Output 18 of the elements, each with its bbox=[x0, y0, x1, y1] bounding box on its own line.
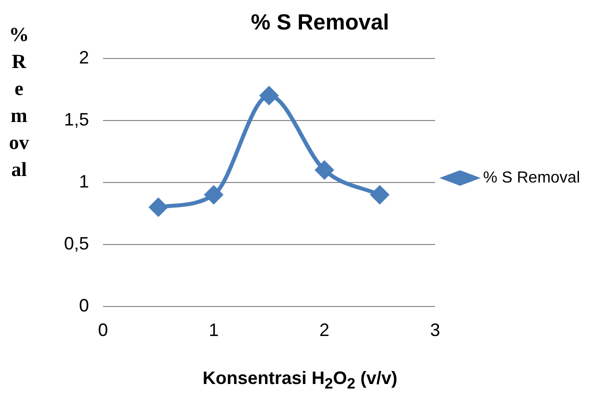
x-tick-label: 0 bbox=[98, 320, 108, 340]
point bbox=[204, 186, 223, 204]
point bbox=[260, 86, 278, 105]
chart-title: % S Removal bbox=[250, 9, 390, 34]
y-tick-label: 1 bbox=[79, 171, 90, 192]
x-tick-label: 3 bbox=[430, 320, 440, 340]
y-tick-label: 1,5 bbox=[64, 109, 90, 130]
y-tick-label: 0 bbox=[79, 295, 90, 316]
y-tick-label: 0,5 bbox=[64, 233, 90, 254]
y-tick-label: 2 bbox=[79, 47, 90, 68]
x-tick-label: 2 bbox=[319, 320, 330, 340]
x-axis-title: Konsentrasi H$_{2}$O$_{2}$ (v/v) bbox=[202, 368, 398, 393]
y-axis-title: % Removal bbox=[8, 23, 30, 183]
point bbox=[149, 198, 168, 216]
legend-label: % S Removal bbox=[483, 169, 580, 186]
point bbox=[315, 161, 334, 179]
x-tick-label: 1 bbox=[208, 320, 219, 340]
point bbox=[370, 186, 389, 204]
